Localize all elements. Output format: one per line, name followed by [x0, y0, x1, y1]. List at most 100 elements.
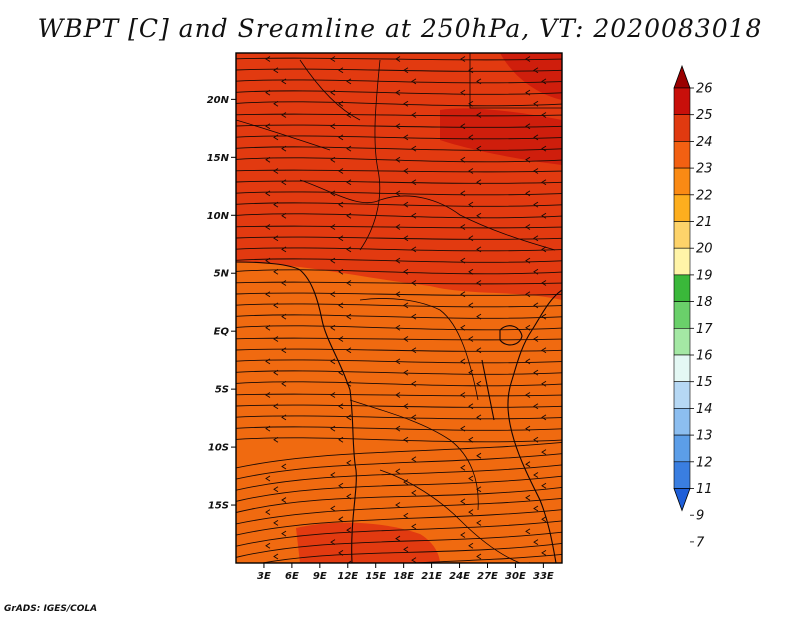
- streamline: [236, 393, 562, 397]
- colorbar-label: 25: [696, 108, 713, 123]
- streamline-arrow: [460, 56, 466, 62]
- lon-tick-label: 21E: [421, 571, 442, 582]
- streamline: [236, 486, 562, 514]
- streamline-arrow: [281, 179, 287, 186]
- streamline-arrow: [525, 56, 531, 62]
- streamline-arrow: [265, 358, 271, 365]
- lake-victoria: [499, 325, 523, 346]
- colorbar-segment: [673, 167, 691, 196]
- border-3: [299, 179, 556, 251]
- streamline-arrow: [395, 89, 401, 96]
- colorbar-label: 26: [696, 82, 713, 97]
- streamline-arrow: [476, 414, 482, 421]
- streamline-arrow: [411, 246, 417, 253]
- streamline-arrow: [346, 246, 352, 253]
- streamline-arrow: [338, 100, 344, 107]
- lake-tanganyika: [481, 359, 495, 421]
- streamline: [236, 101, 562, 107]
- streamline-arrow: [346, 179, 352, 186]
- colorbar-label: 14: [696, 402, 713, 417]
- streamline: [236, 314, 562, 319]
- streamline: [236, 464, 562, 491]
- colorbar-label: 23: [696, 162, 713, 177]
- streamline-arrow: [533, 100, 539, 107]
- streamline-arrow: [265, 123, 271, 130]
- border-7: [236, 119, 331, 151]
- streamline-arrow: [281, 347, 287, 354]
- streamline-arrow: [476, 78, 482, 85]
- streamline: [236, 415, 562, 420]
- streamline-arrow: [411, 212, 417, 219]
- map-title: WBPT [C] and Sreamline at 250hPa, VT: 20…: [37, 14, 763, 43]
- streamline-arrow: [330, 89, 336, 96]
- streamline-arrow: [265, 56, 271, 62]
- streamline-arrow: [395, 291, 401, 298]
- streamline-arrow: [338, 134, 344, 141]
- streamline-arrow: [281, 280, 287, 286]
- streamline-arrow: [476, 246, 482, 253]
- streamline-arrow: [468, 67, 474, 74]
- streamline: [236, 180, 562, 184]
- streamline-arrow: [273, 100, 279, 107]
- streamline-arrow: [265, 324, 271, 331]
- streamline-arrow: [533, 369, 539, 376]
- streamline-arrow: [273, 268, 279, 275]
- streamline-arrow: [411, 490, 417, 496]
- streamline-arrow: [476, 145, 482, 152]
- streamline-arrow: [411, 523, 417, 530]
- streamline-arrow: [411, 112, 417, 118]
- streamline-arrow: [468, 542, 474, 549]
- streamline-arrow: [460, 532, 466, 538]
- streamline-arrow: [468, 475, 474, 482]
- streamline-arrow: [403, 436, 409, 443]
- streamline-arrow: [330, 123, 336, 130]
- colorbar-label: 11: [696, 482, 713, 497]
- streamline-arrow: [403, 403, 409, 410]
- streamline-arrow: [541, 414, 547, 421]
- streamline-arrow: [541, 313, 547, 320]
- streamline-arrow: [403, 201, 409, 208]
- streamline: [236, 426, 562, 431]
- streamline-arrow: [281, 78, 287, 85]
- streamline-arrow: [476, 280, 482, 286]
- streamline-arrow: [411, 557, 417, 563]
- streamline-arrow: [460, 291, 466, 298]
- colorbar-segment: [673, 114, 691, 142]
- streamline-arrow: [395, 123, 401, 130]
- streamline-arrow: [330, 56, 336, 62]
- streamline-arrow: [476, 452, 482, 459]
- lon-tick-label: 27E: [477, 571, 498, 582]
- streamline-arrow: [273, 436, 279, 443]
- streamline-arrow: [525, 425, 531, 432]
- streamline-arrow: [395, 392, 401, 398]
- colorbar-label: 19: [696, 268, 713, 283]
- streamline-arrow: [525, 224, 531, 230]
- colorbar: 26 25 24 23 22 21 20 19 18 17 16 15 14 13 12 11 9 7: [673, 64, 713, 550]
- streamline: [236, 370, 562, 375]
- streamline-arrow: [282, 565, 286, 570]
- coastlines: [236, 53, 562, 563]
- streamline-arrow: [346, 414, 352, 421]
- streamline: [236, 381, 562, 387]
- streamline-arrow: [346, 347, 352, 354]
- streamline-arrow: [281, 414, 287, 421]
- streamline-arrow: [460, 190, 466, 197]
- streamline-arrow: [265, 475, 271, 482]
- streamline-arrow: [468, 100, 474, 107]
- colorbar-label: 24: [696, 135, 713, 150]
- streamline-arrow: [403, 336, 409, 342]
- streamline: [236, 68, 562, 72]
- streamline-arrow: [476, 112, 482, 118]
- colorbar-segment: [673, 221, 691, 249]
- streamline-arrow: [541, 380, 547, 387]
- streamline: [236, 497, 562, 525]
- colorbar-segment: [673, 434, 691, 463]
- streamline-arrow: [533, 67, 539, 74]
- streamline-arrow: [411, 380, 417, 387]
- streamline-arrow: [468, 403, 474, 410]
- streamline-arrow: [273, 201, 279, 208]
- streamline-arrow: [281, 212, 287, 219]
- streamline-arrow: [330, 392, 336, 398]
- streamline-arrow: [338, 403, 344, 410]
